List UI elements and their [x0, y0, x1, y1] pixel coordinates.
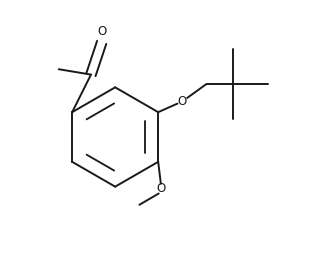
Text: O: O — [156, 182, 165, 195]
Text: O: O — [178, 95, 187, 108]
Text: O: O — [97, 25, 106, 38]
